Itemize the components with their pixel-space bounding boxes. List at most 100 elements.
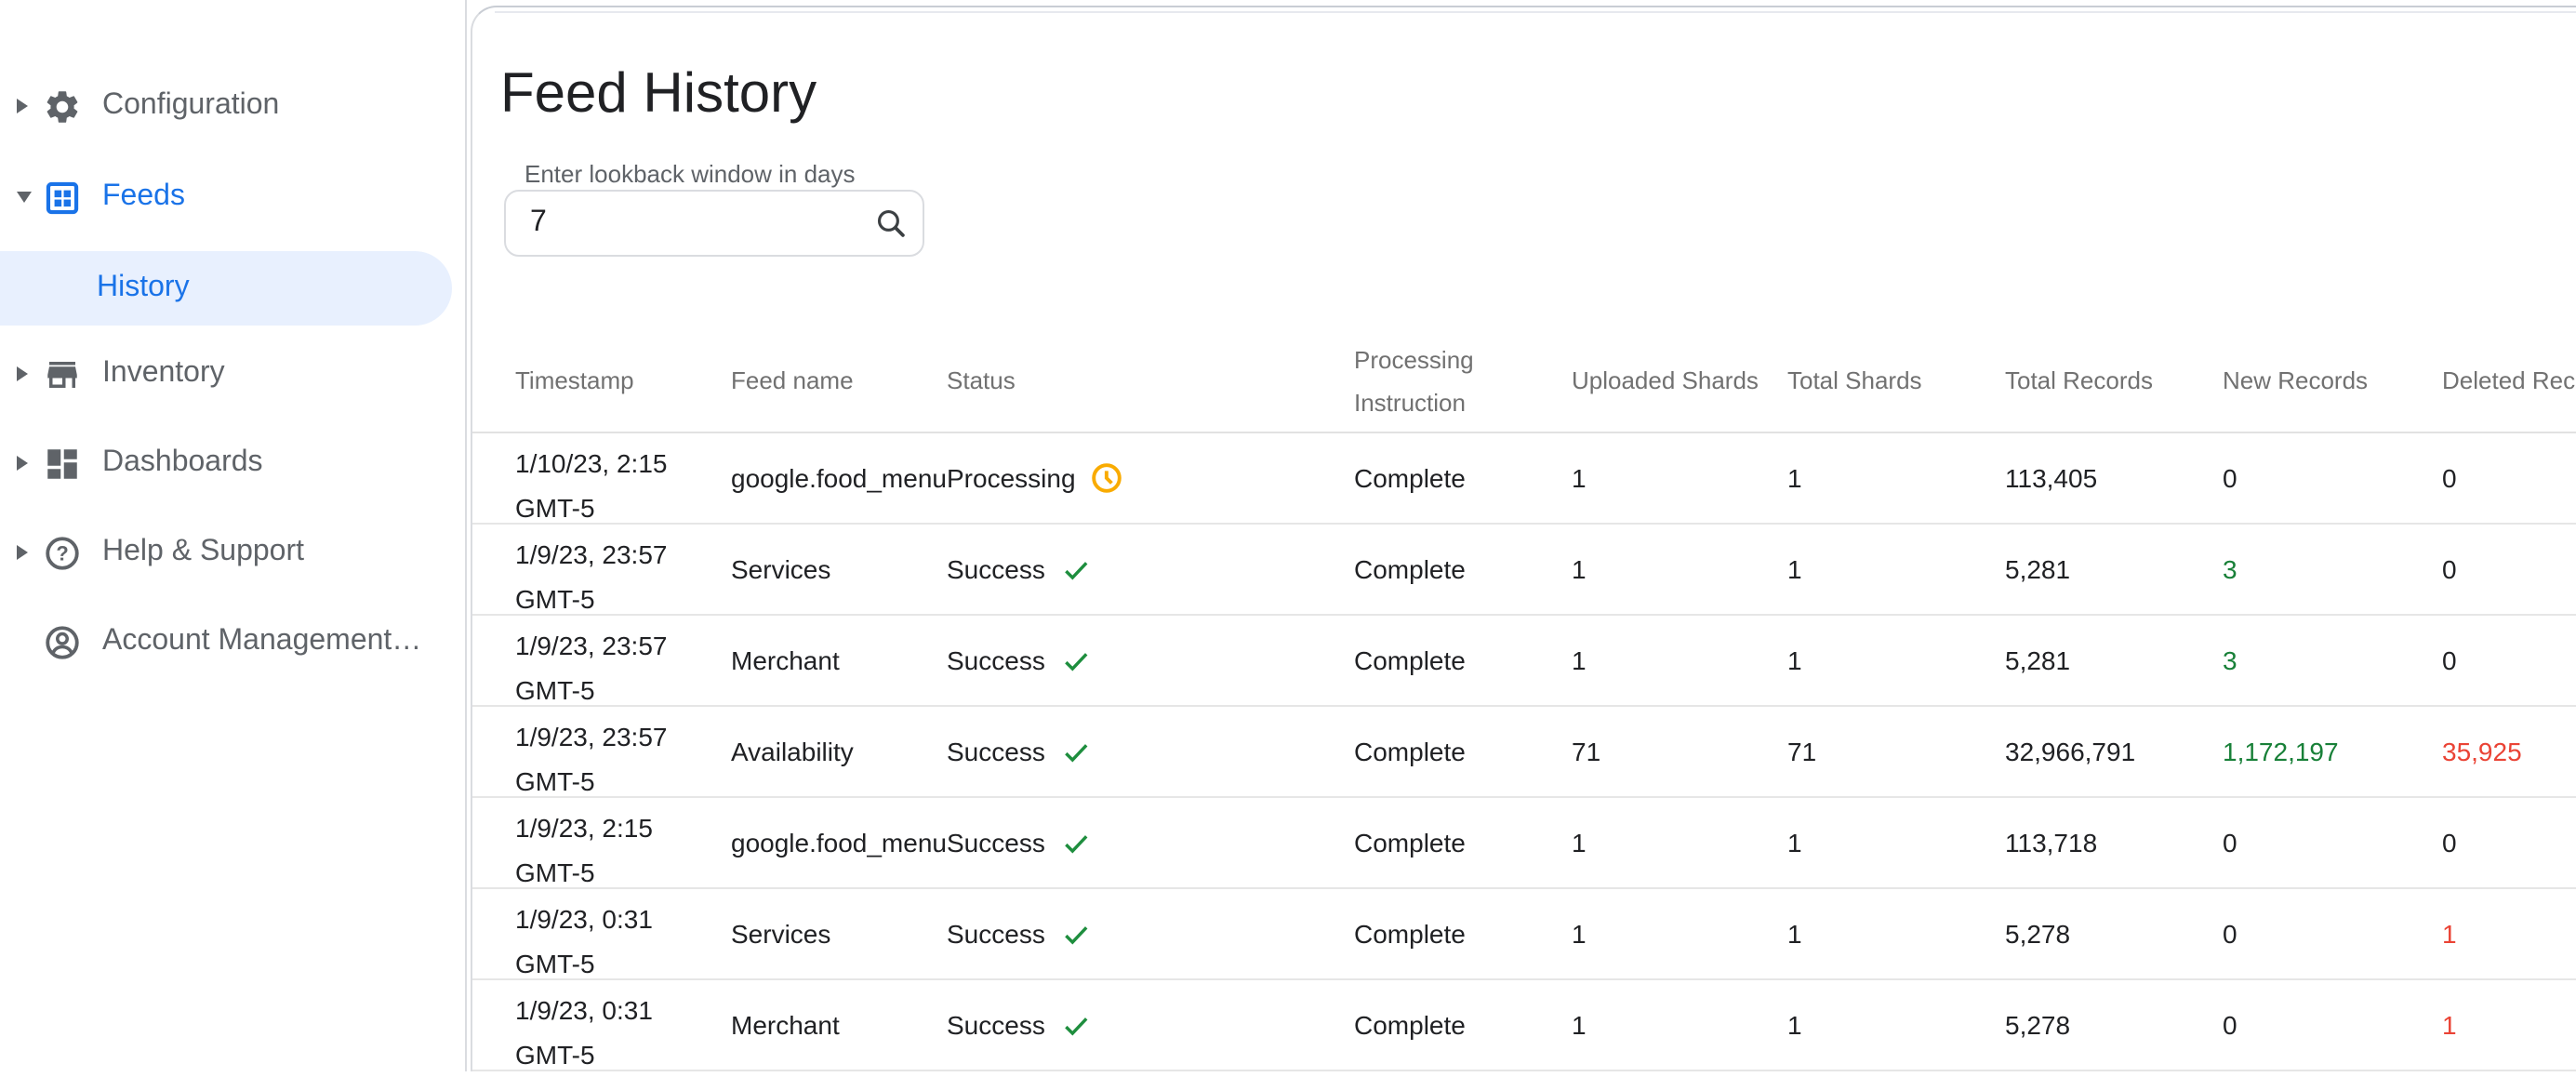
cell-processing-instruction: Complete bbox=[1354, 737, 1466, 766]
sidebar-item-feeds[interactable]: Feeds bbox=[0, 166, 465, 229]
cell-uploaded-shards: 1 bbox=[1572, 919, 1587, 949]
sidebar-item-inventory[interactable]: Inventory bbox=[0, 342, 465, 406]
cell-feed-name: google.food_menu bbox=[731, 828, 947, 858]
cell-total-records: 5,281 bbox=[2005, 554, 2071, 584]
cell-status: Success bbox=[947, 798, 1354, 887]
column-header-processing-instruction: Processing Instruction bbox=[1354, 345, 1474, 416]
sidebar-item-label: Configuration bbox=[102, 89, 280, 121]
cell-total-shards: 1 bbox=[1787, 1010, 1802, 1040]
search-icon[interactable] bbox=[874, 206, 908, 240]
table-row: 1/9/23, 2:15 GMT-5 google.food_menu Succes… bbox=[472, 798, 2576, 889]
store-icon bbox=[43, 354, 82, 393]
sidebar-item-label: Feeds bbox=[102, 180, 185, 212]
cell-timestamp: 1/9/23, 23:57 GMT-5 bbox=[515, 539, 668, 614]
cell-deleted-records: 0 bbox=[2442, 463, 2457, 493]
cell-total-shards: 71 bbox=[1787, 737, 1817, 766]
table-row: 1/9/23, 23:57 GMT-5 Services Success Comple… bbox=[472, 525, 2576, 616]
cell-status: Success bbox=[947, 525, 1354, 614]
sidebar-item-account-management[interactable]: Account Management… bbox=[0, 610, 465, 673]
column-header-uploaded-shards: Uploaded Shards bbox=[1572, 366, 1759, 394]
column-header-total-records: Total Records bbox=[2005, 366, 2153, 394]
cell-total-records: 5,278 bbox=[2005, 1010, 2071, 1040]
column-header-total-shards: Total Shards bbox=[1787, 366, 1922, 394]
table-row: 1/9/23, 0:31 GMT-5 Services Success Complet… bbox=[472, 889, 2576, 980]
lookback-field bbox=[504, 190, 924, 257]
check-icon bbox=[1060, 645, 1092, 676]
sidebar-item-dashboards[interactable]: Dashboards bbox=[0, 432, 465, 495]
check-icon bbox=[1060, 918, 1092, 950]
sidebar-item-help-support[interactable]: ? Help & Support bbox=[0, 521, 465, 584]
chevron-right-icon bbox=[0, 99, 43, 113]
cell-timestamp: 1/9/23, 0:31 GMT-5 bbox=[515, 995, 653, 1070]
chevron-right-icon bbox=[0, 545, 43, 560]
cell-deleted-records: 1 bbox=[2442, 1010, 2457, 1040]
sidebar-item-label: History bbox=[97, 272, 190, 303]
cell-status: Success bbox=[947, 980, 1354, 1070]
cell-processing-instruction: Complete bbox=[1354, 1010, 1466, 1040]
chevron-right-icon bbox=[0, 456, 43, 471]
cell-status: Processing bbox=[947, 433, 1354, 523]
table-header-row: Timestamp Feed name Status Processing Instr… bbox=[472, 329, 2576, 433]
cell-processing-instruction: Complete bbox=[1354, 919, 1466, 949]
sidebar: Configuration Feeds History Inventory Da… bbox=[0, 0, 467, 1071]
cell-feed-name: Merchant bbox=[731, 645, 840, 675]
main-content: Feed History Enter lookback window in da… bbox=[471, 6, 2576, 1071]
cell-timestamp: 1/9/23, 23:57 GMT-5 bbox=[515, 631, 668, 705]
cell-total-records: 5,278 bbox=[2005, 919, 2071, 949]
check-icon bbox=[1060, 1009, 1092, 1041]
cell-new-records: 3 bbox=[2223, 554, 2237, 584]
cell-uploaded-shards: 71 bbox=[1572, 737, 1601, 766]
column-header-status: Status bbox=[947, 366, 1016, 394]
cell-new-records: 0 bbox=[2223, 828, 2237, 858]
check-icon bbox=[1060, 553, 1092, 585]
table-row: 1/10/23, 2:15 GMT-5 google.food_menu Proce… bbox=[472, 433, 2576, 525]
clock-icon bbox=[1091, 461, 1124, 495]
cell-feed-name: Merchant bbox=[731, 1010, 840, 1040]
help-icon: ? bbox=[43, 533, 82, 572]
cell-new-records: 0 bbox=[2223, 919, 2237, 949]
column-header-deleted-records: Deleted Records bbox=[2442, 366, 2576, 394]
cell-status: Success bbox=[947, 616, 1354, 705]
cell-processing-instruction: Complete bbox=[1354, 828, 1466, 858]
cell-feed-name: Availability bbox=[731, 737, 854, 766]
cell-status: Success bbox=[947, 889, 1354, 978]
page-title: Feed History bbox=[500, 63, 817, 126]
cell-deleted-records: 0 bbox=[2442, 554, 2457, 584]
cell-total-shards: 1 bbox=[1787, 919, 1802, 949]
cell-total-records: 113,405 bbox=[2005, 463, 2098, 493]
cell-uploaded-shards: 1 bbox=[1572, 828, 1587, 858]
cell-deleted-records: 35,925 bbox=[2442, 737, 2522, 766]
lookback-input[interactable] bbox=[504, 190, 924, 257]
cell-timestamp: 1/9/23, 23:57 GMT-5 bbox=[515, 722, 668, 796]
cell-processing-instruction: Complete bbox=[1354, 554, 1466, 584]
cell-total-records: 113,718 bbox=[2005, 828, 2098, 858]
cell-total-records: 32,966,791 bbox=[2005, 737, 2136, 766]
sidebar-item-configuration[interactable]: Configuration bbox=[0, 74, 465, 138]
table-row: 1/9/23, 0:31 GMT-5 Merchant Success Complet… bbox=[472, 980, 2576, 1071]
cell-new-records: 1,172,197 bbox=[2223, 737, 2339, 766]
cell-new-records: 3 bbox=[2223, 645, 2237, 675]
sidebar-item-label: Account Management… bbox=[102, 625, 422, 657]
cell-total-records: 5,281 bbox=[2005, 645, 2071, 675]
chevron-right-icon bbox=[0, 366, 43, 381]
table-row: 1/9/23, 23:57 GMT-5 Merchant Success Comple… bbox=[472, 616, 2576, 707]
cell-uploaded-shards: 1 bbox=[1572, 1010, 1587, 1040]
sidebar-item-history[interactable]: History bbox=[0, 251, 452, 326]
cell-feed-name: google.food_menu bbox=[731, 463, 947, 493]
cell-feed-name: Services bbox=[731, 919, 831, 949]
cell-feed-name: Services bbox=[731, 554, 831, 584]
feeds-grid-icon bbox=[43, 178, 82, 217]
sidebar-item-label: Inventory bbox=[102, 357, 225, 389]
sidebar-item-label: Help & Support bbox=[102, 536, 305, 567]
check-icon bbox=[1060, 736, 1092, 767]
table-row: 1/9/23, 23:57 GMT-5 Availability Success Co… bbox=[472, 707, 2576, 798]
dashboard-icon bbox=[43, 444, 82, 483]
gear-icon bbox=[43, 86, 82, 126]
cell-total-shards: 1 bbox=[1787, 828, 1802, 858]
column-header-feed-name: Feed name bbox=[731, 366, 854, 394]
cell-new-records: 0 bbox=[2223, 1010, 2237, 1040]
cell-deleted-records: 1 bbox=[2442, 919, 2457, 949]
column-header-new-records: New Records bbox=[2223, 366, 2369, 394]
column-header-timestamp: Timestamp bbox=[515, 366, 634, 394]
cell-uploaded-shards: 1 bbox=[1572, 645, 1587, 675]
